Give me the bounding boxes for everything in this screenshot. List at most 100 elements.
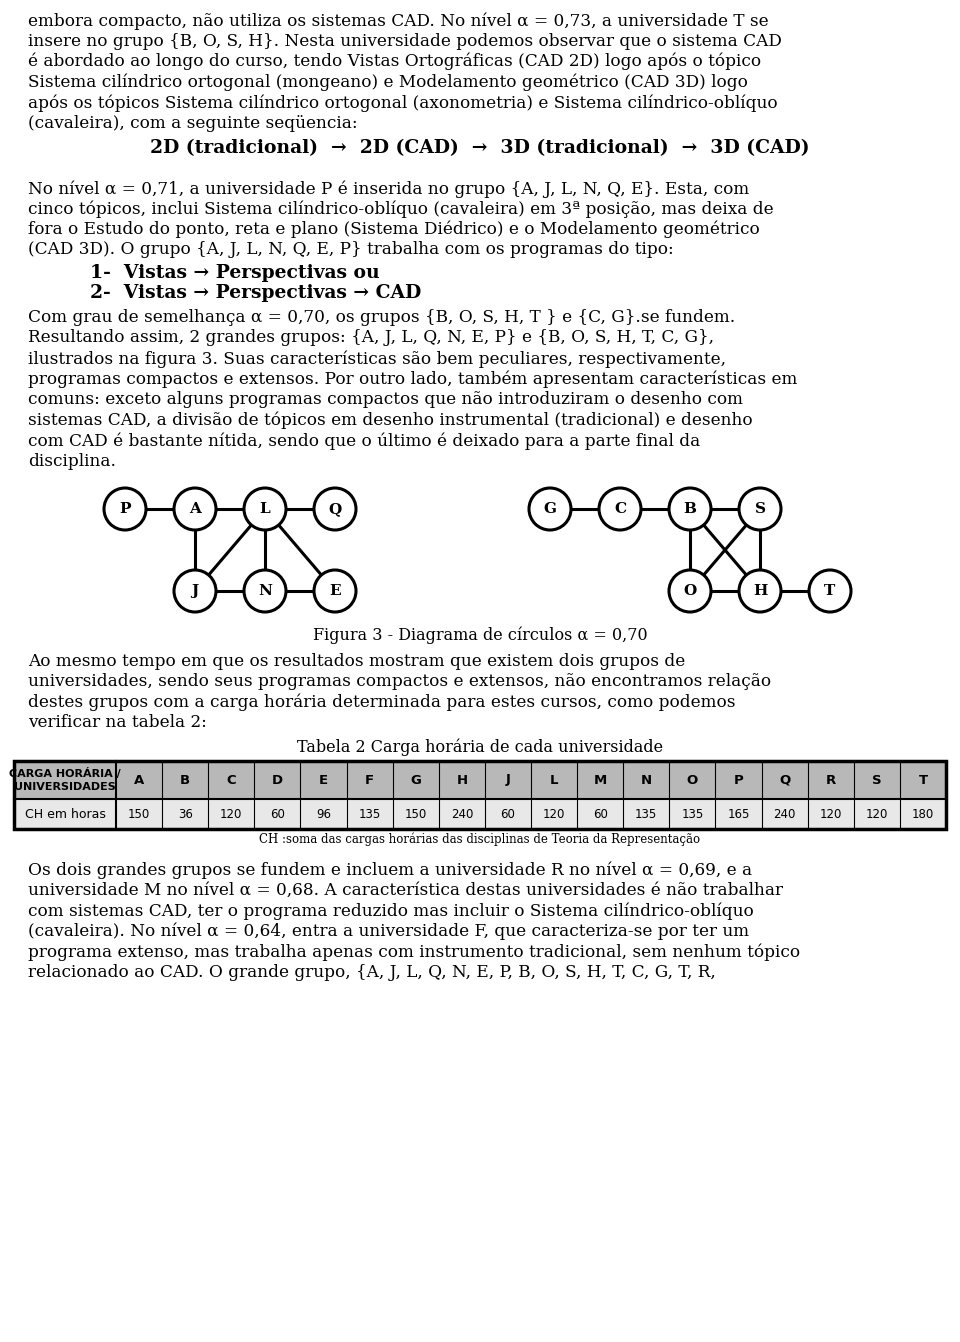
- Text: sistemas CAD, a divisão de tópicos em desenho instrumental (tradicional) e desen: sistemas CAD, a divisão de tópicos em de…: [28, 412, 753, 429]
- Text: Com grau de semelhança α = 0,70, os grupos {B, O, S, H, T } e {C, G}.se fundem.: Com grau de semelhança α = 0,70, os grup…: [28, 309, 735, 326]
- Text: programas compactos e extensos. Por outro lado, também apresentam característica: programas compactos e extensos. Por outr…: [28, 370, 798, 388]
- Bar: [14, 761, 946, 829]
- Text: A: A: [189, 502, 201, 517]
- Text: Figura 3 - Diagrama de círculos α = 0,70: Figura 3 - Diagrama de círculos α = 0,70: [313, 625, 647, 644]
- Circle shape: [314, 570, 356, 612]
- Text: Q: Q: [328, 502, 342, 517]
- Text: L: L: [259, 502, 271, 517]
- Text: L: L: [550, 773, 559, 786]
- Text: universidade M no nível α = 0,68. A característica destas universidades é não tr: universidade M no nível α = 0,68. A cara…: [28, 882, 783, 899]
- Text: A: A: [134, 773, 144, 786]
- Circle shape: [739, 488, 781, 530]
- Circle shape: [739, 570, 781, 612]
- Text: No nível α = 0,71, a universidade P é inserida no grupo {A, J, L, N, Q, E}. Esta: No nível α = 0,71, a universidade P é in…: [28, 180, 749, 197]
- Circle shape: [314, 488, 356, 530]
- Text: 36: 36: [178, 808, 193, 820]
- Text: (cavaleira). No nível α = 0,64, entra a universidade F, que caracteriza-se por t: (cavaleira). No nível α = 0,64, entra a …: [28, 923, 749, 941]
- Text: CARGA HORÁRIA /
UNIVERSIDADES: CARGA HORÁRIA / UNIVERSIDADES: [10, 768, 121, 792]
- Text: 120: 120: [820, 808, 842, 820]
- Bar: [14, 761, 946, 798]
- Text: N: N: [258, 584, 272, 599]
- Text: T: T: [825, 584, 835, 599]
- Circle shape: [174, 570, 216, 612]
- Text: H: H: [753, 584, 767, 599]
- Text: M: M: [593, 773, 607, 786]
- Circle shape: [809, 570, 851, 612]
- Text: C: C: [614, 502, 626, 517]
- Text: C: C: [227, 773, 236, 786]
- Text: CH :soma das cargas horárias das disciplinas de Teoria da Representação: CH :soma das cargas horárias das discipl…: [259, 833, 701, 847]
- Text: Os dois grandes grupos se fundem e incluem a universidade R no nível α = 0,69, e: Os dois grandes grupos se fundem e inclu…: [28, 862, 752, 879]
- Text: 60: 60: [500, 808, 516, 820]
- Text: destes grupos com a carga horária determinada para estes cursos, como podemos: destes grupos com a carga horária determ…: [28, 694, 735, 711]
- Text: CH em horas: CH em horas: [25, 808, 106, 820]
- Text: P: P: [733, 773, 743, 786]
- Text: 120: 120: [866, 808, 888, 820]
- Text: D: D: [272, 773, 283, 786]
- Circle shape: [529, 488, 571, 530]
- Text: verificar na tabela 2:: verificar na tabela 2:: [28, 714, 206, 731]
- Text: 135: 135: [682, 808, 704, 820]
- Text: J: J: [191, 584, 199, 599]
- Text: N: N: [640, 773, 652, 786]
- Text: Resultando assim, 2 grandes grupos: {A, J, L, Q, N, E, P} e {B, O, S, H, T, C, G: Resultando assim, 2 grandes grupos: {A, …: [28, 330, 714, 346]
- Circle shape: [669, 488, 711, 530]
- Text: relacionado ao CAD. O grande grupo, {A, J, L, Q, N, E, P, B, O, S, H, T, C, G, T: relacionado ao CAD. O grande grupo, {A, …: [28, 964, 716, 981]
- Text: E: E: [329, 584, 341, 599]
- Text: universidades, sendo seus programas compactos e extensos, não encontramos relaçã: universidades, sendo seus programas comp…: [28, 672, 771, 690]
- Text: 2-  Vistas → Perspectivas → CAD: 2- Vistas → Perspectivas → CAD: [90, 285, 421, 302]
- Text: H: H: [456, 773, 468, 786]
- Text: (CAD 3D). O grupo {A, J, L, N, Q, E, P} trabalha com os programas do tipo:: (CAD 3D). O grupo {A, J, L, N, Q, E, P} …: [28, 242, 674, 259]
- Text: 60: 60: [592, 808, 608, 820]
- Text: B: B: [180, 773, 190, 786]
- Text: (cavaleira), com a seguinte seqüencia:: (cavaleira), com a seguinte seqüencia:: [28, 114, 358, 132]
- Circle shape: [104, 488, 146, 530]
- Text: 120: 120: [220, 808, 243, 820]
- Text: 240: 240: [774, 808, 796, 820]
- Text: O: O: [684, 584, 697, 599]
- Text: R: R: [826, 773, 836, 786]
- Text: 120: 120: [542, 808, 565, 820]
- Text: Tabela 2 Carga horária de cada universidade: Tabela 2 Carga horária de cada universid…: [297, 738, 663, 756]
- Text: 150: 150: [128, 808, 150, 820]
- Text: programa extenso, mas trabalha apenas com instrumento tradicional, sem nenhum tó: programa extenso, mas trabalha apenas co…: [28, 943, 800, 961]
- Text: B: B: [684, 502, 697, 517]
- Text: disciplina.: disciplina.: [28, 452, 116, 470]
- Text: após os tópicos Sistema cilíndrico ortogonal (axonometria) e Sistema cilíndrico-: após os tópicos Sistema cilíndrico ortog…: [28, 94, 778, 111]
- Text: Sistema cilíndrico ortogonal (mongeano) e Modelamento geométrico (CAD 3D) logo: Sistema cilíndrico ortogonal (mongeano) …: [28, 74, 748, 91]
- Text: 165: 165: [728, 808, 750, 820]
- Text: cinco tópicos, inclui Sistema cilíndrico-oblíquo (cavaleira) em 3ª posição, mas : cinco tópicos, inclui Sistema cilíndrico…: [28, 200, 774, 217]
- Text: 1-  Vistas → Perspectivas ou: 1- Vistas → Perspectivas ou: [90, 264, 379, 282]
- Text: O: O: [686, 773, 698, 786]
- Text: E: E: [319, 773, 328, 786]
- Text: com sistemas CAD, ter o programa reduzido mas incluir o Sistema cilíndrico-oblíq: com sistemas CAD, ter o programa reduzid…: [28, 903, 754, 921]
- Circle shape: [244, 488, 286, 530]
- Bar: [14, 798, 946, 829]
- Text: G: G: [543, 502, 557, 517]
- Text: ilustrados na figura 3. Suas características são bem peculiares, respectivamente: ilustrados na figura 3. Suas característ…: [28, 350, 726, 368]
- Text: S: S: [872, 773, 881, 786]
- Text: Q: Q: [779, 773, 790, 786]
- Text: 180: 180: [912, 808, 934, 820]
- Text: F: F: [365, 773, 374, 786]
- Text: P: P: [119, 502, 131, 517]
- Text: embora compacto, não utiliza os sistemas CAD. No nível α = 0,73, a universidade : embora compacto, não utiliza os sistemas…: [28, 12, 769, 30]
- Text: J: J: [506, 773, 511, 786]
- Text: 135: 135: [358, 808, 381, 820]
- Text: 240: 240: [450, 808, 473, 820]
- Text: 150: 150: [404, 808, 427, 820]
- Text: insere no grupo {B, O, S, H}. Nesta universidade podemos observar que o sistema : insere no grupo {B, O, S, H}. Nesta univ…: [28, 32, 781, 50]
- Text: 96: 96: [316, 808, 331, 820]
- Text: comuns: exceto alguns programas compactos que não introduziram o desenho com: comuns: exceto alguns programas compacto…: [28, 391, 743, 408]
- Text: 2D (tradicional)  →  2D (CAD)  →  3D (tradicional)  →  3D (CAD): 2D (tradicional) → 2D (CAD) → 3D (tradic…: [151, 140, 809, 157]
- Circle shape: [244, 570, 286, 612]
- Text: é abordado ao longo do curso, tendo Vistas Ortográficas (CAD 2D) logo após o tóp: é abordado ao longo do curso, tendo Vist…: [28, 52, 761, 71]
- Text: 135: 135: [636, 808, 658, 820]
- Text: 60: 60: [270, 808, 285, 820]
- Text: S: S: [755, 502, 765, 517]
- Text: T: T: [919, 773, 927, 786]
- Circle shape: [599, 488, 641, 530]
- Circle shape: [669, 570, 711, 612]
- Circle shape: [174, 488, 216, 530]
- Text: com CAD é bastante nítida, sendo que o último é deixado para a parte final da: com CAD é bastante nítida, sendo que o ú…: [28, 432, 700, 450]
